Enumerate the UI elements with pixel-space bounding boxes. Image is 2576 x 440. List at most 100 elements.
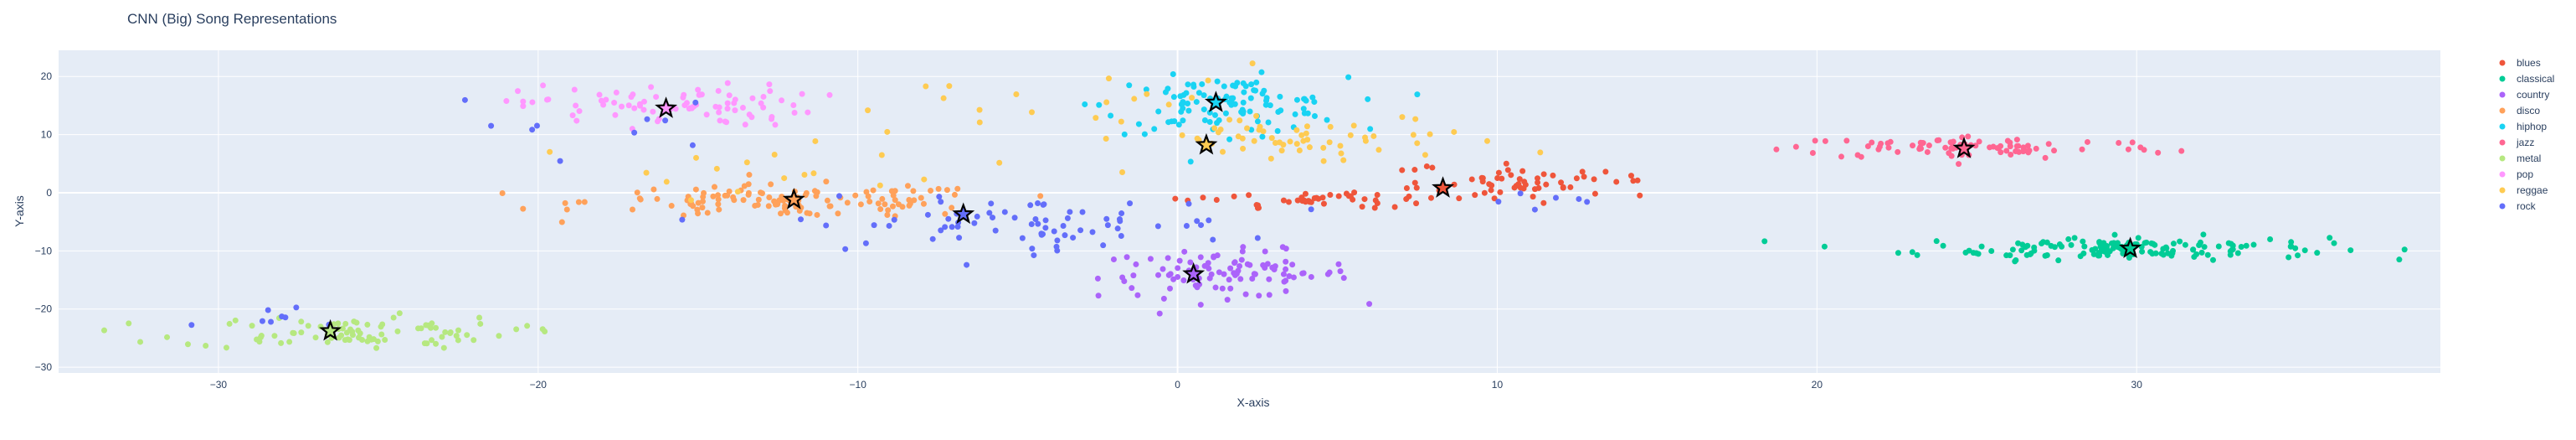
scatter-point: [1495, 169, 1502, 176]
scatter-point: [1274, 127, 1281, 134]
scatter-point: [1208, 271, 1215, 277]
scatter-point: [724, 106, 731, 112]
scatter-point: [1303, 123, 1310, 130]
scatter-point: [429, 337, 435, 344]
scatter-point: [343, 329, 350, 336]
scatter-point: [745, 181, 752, 188]
scatter-point: [1522, 181, 1529, 188]
scatter-point: [1116, 216, 1123, 223]
centroid-star-blues: [1432, 176, 1455, 198]
scatter-point: [382, 336, 388, 343]
scatter-point: [923, 83, 929, 90]
scatter-point: [1508, 172, 1514, 179]
scatter-point: [539, 326, 546, 333]
scatter-point: [226, 320, 233, 327]
scatter-point: [1222, 110, 1229, 116]
scatter-point: [1573, 175, 1580, 182]
scatter-point: [769, 114, 775, 121]
scatter-point: [1260, 128, 1267, 135]
x-tick-label: 20: [1812, 379, 1823, 391]
scatter-point: [1011, 215, 1018, 221]
scatter-point: [801, 172, 808, 179]
scatter-point: [1290, 274, 1297, 281]
scatter-point: [1413, 200, 1420, 207]
scatter-point: [1167, 285, 1174, 292]
scatter-point: [1998, 149, 2004, 156]
scatter-point: [996, 159, 1003, 166]
scatter-point: [576, 108, 583, 115]
scatter-point: [1082, 101, 1088, 107]
scatter-point: [2396, 256, 2403, 263]
legend-item-metal[interactable]: metal: [2499, 153, 2542, 164]
scatter-point: [2022, 244, 2028, 251]
scatter-point: [760, 93, 767, 100]
scatter-point: [1940, 242, 1946, 249]
scatter-point: [863, 189, 870, 195]
scatter-point: [1187, 259, 1194, 266]
scatter-point: [699, 198, 706, 204]
legend[interactable]: blues classical country disco hiphop jazz meta…: [2499, 57, 2555, 212]
scatter-point: [563, 206, 570, 213]
scatter-point: [290, 329, 296, 336]
scatter-point: [640, 106, 647, 113]
scatter-point: [203, 343, 209, 349]
scatter-point: [942, 210, 949, 217]
scatter-point: [1821, 243, 1828, 250]
legend-marker: [2499, 171, 2506, 178]
scatter-point: [1287, 138, 1293, 145]
scatter-point: [1028, 221, 1035, 228]
scatter-point: [1211, 125, 1218, 132]
scatter-point: [745, 189, 752, 196]
scatter-point: [513, 326, 520, 333]
scatter-point: [1118, 232, 1124, 239]
scatter-point: [945, 215, 952, 222]
scatter-point: [946, 83, 953, 90]
scatter-point: [279, 313, 285, 320]
scatter-point: [771, 151, 778, 158]
legend-item-hiphop[interactable]: hiphop: [2499, 121, 2548, 132]
legend-item-classical[interactable]: classical: [2499, 73, 2555, 85]
centroid-star-jazz: [1952, 137, 1976, 158]
legend-item-reggae[interactable]: reggae: [2499, 184, 2548, 196]
scatter-point: [390, 314, 397, 321]
scatter-point: [716, 206, 722, 213]
scatter-point: [1516, 176, 1523, 183]
scatter-point: [1031, 252, 1037, 259]
scatter-point: [1180, 277, 1187, 284]
scatter-point: [461, 96, 468, 103]
scatter-point: [1179, 132, 1185, 138]
scatter-point: [1118, 118, 1124, 125]
legend-label: rock: [2517, 200, 2537, 212]
scatter-point: [259, 318, 265, 324]
legend-item-pop[interactable]: pop: [2499, 168, 2534, 180]
legend-item-jazz[interactable]: jazz: [2499, 137, 2535, 148]
scatter-point: [1637, 192, 1643, 199]
legend-item-blues[interactable]: blues: [2499, 57, 2541, 69]
scatter-point: [692, 186, 699, 193]
scatter-point: [312, 334, 319, 341]
centroid-star-pop: [655, 96, 678, 118]
scatter-point: [1170, 276, 1177, 282]
scatter-point: [1531, 206, 1538, 213]
scatter-point: [1535, 175, 1541, 182]
scatter-point: [663, 179, 670, 185]
legend-label: classical: [2517, 73, 2554, 85]
scatter-point: [2081, 243, 2088, 250]
legend-item-disco[interactable]: disco: [2499, 105, 2541, 116]
scatter-point: [1194, 218, 1201, 225]
scatter-point: [394, 328, 401, 334]
scatter-point: [293, 304, 300, 311]
scatter-point: [562, 199, 568, 206]
series-country: [1094, 244, 1373, 317]
scatter-point: [342, 320, 349, 327]
scatter-point: [1093, 115, 1099, 122]
legend-item-country[interactable]: country: [2499, 89, 2550, 101]
scatter-point: [499, 190, 506, 197]
scatter-point: [1114, 225, 1121, 232]
data-points: [100, 60, 2408, 351]
scatter-point: [1201, 116, 1208, 123]
scatter-point: [662, 117, 669, 124]
legend-item-rock[interactable]: rock: [2499, 200, 2537, 212]
scatter-point: [1374, 192, 1381, 199]
scatter-point: [1242, 291, 1249, 298]
